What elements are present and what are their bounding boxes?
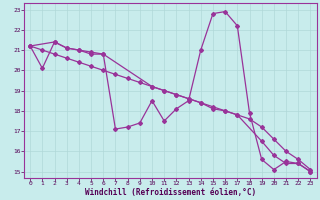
X-axis label: Windchill (Refroidissement éolien,°C): Windchill (Refroidissement éolien,°C): [85, 188, 256, 197]
